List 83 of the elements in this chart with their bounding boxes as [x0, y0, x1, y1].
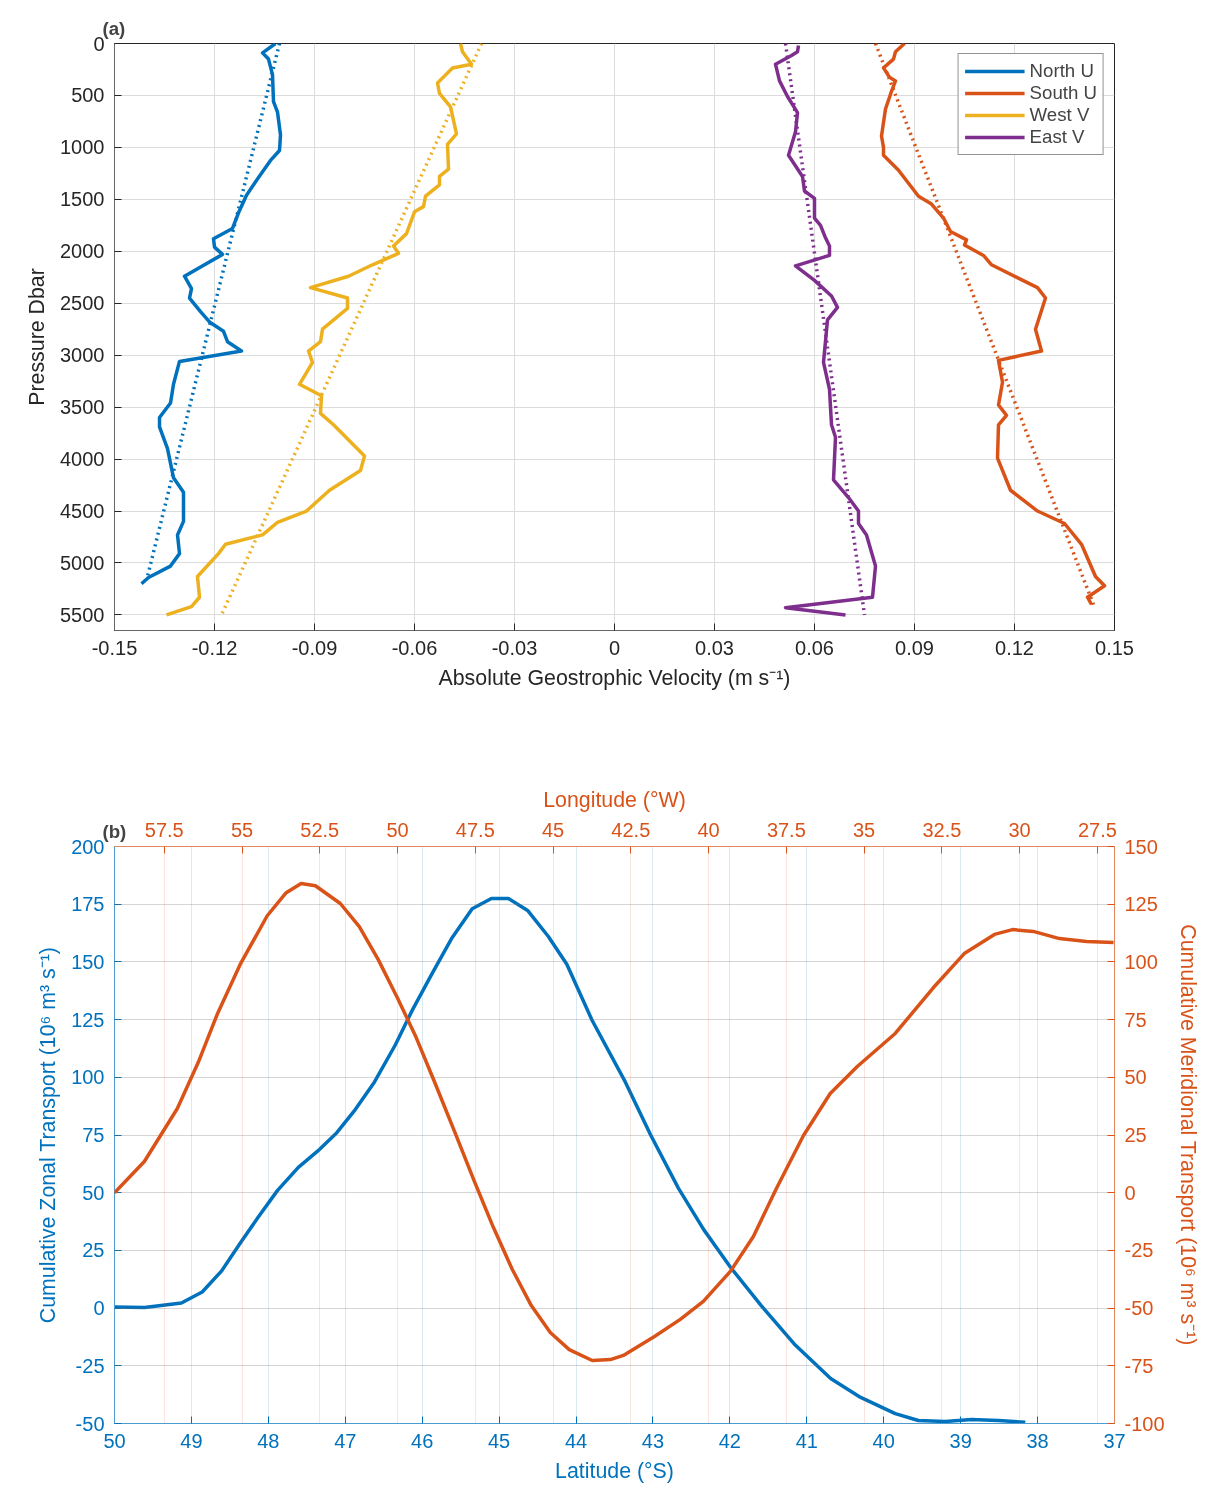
legend-label: South U — [1029, 82, 1097, 104]
y-tick-label: -50 — [1124, 1297, 1154, 1320]
y-tick-label: 75 — [82, 1124, 105, 1146]
y-axis-title: Cumulative Meridional Transport (10⁶ m³ s⁻¹) — [1175, 924, 1200, 1346]
y-tick-label: 4000 — [60, 448, 105, 471]
y-tick-label: 150 — [1124, 835, 1158, 858]
x-tick-label: 40 — [697, 818, 720, 841]
y-tick-label: 0 — [93, 1297, 105, 1320]
y-tick-label: 100 — [71, 1066, 105, 1089]
x-tick-label: 57.5 — [144, 818, 184, 841]
x-tick-label: 35 — [852, 818, 876, 841]
x-tick-label: 41 — [795, 1429, 818, 1452]
x-tick-label: 46 — [411, 1429, 434, 1452]
y-tick-label: 2000 — [60, 240, 105, 263]
x-tick-label: 43 — [641, 1429, 665, 1452]
legend-label: West V — [1029, 104, 1090, 126]
x-tick-label: 0.12 — [995, 636, 1034, 659]
x-tick-label: -0.09 — [291, 636, 338, 659]
y-tick-label: 4500 — [60, 500, 105, 523]
chart-title: (b) — [102, 820, 127, 842]
x-tick-label: 52.5 — [300, 818, 340, 841]
x-tick-label: 49 — [180, 1429, 203, 1452]
y-tick-label: 125 — [1124, 893, 1158, 916]
line-series — [114, 881, 1115, 1363]
x-tick-label: -0.12 — [191, 636, 238, 659]
x-tick-label: 0.09 — [895, 636, 934, 659]
x-tick-label: 50 — [386, 818, 409, 841]
x-tick-label: 48 — [257, 1429, 280, 1452]
x-tick-label: 44 — [564, 1429, 588, 1452]
y-tick-label: 75 — [1124, 1008, 1147, 1031]
x-tick-label: 38 — [1026, 1429, 1049, 1452]
x-tick-label: 45 — [487, 1429, 511, 1452]
y-tick-label: -25 — [75, 1354, 105, 1377]
x-tick-label: 0 — [608, 636, 621, 659]
x-axis-title: Longitude (°W) — [543, 787, 686, 812]
x-tick-label: 39 — [949, 1429, 972, 1452]
y-tick-label: -75 — [1124, 1354, 1154, 1377]
y-tick-label: -25 — [1124, 1239, 1154, 1262]
chart-title: (a) — [102, 17, 126, 39]
y-tick-label: 5000 — [60, 551, 105, 574]
x-tick-label: -0.06 — [391, 636, 438, 659]
x-tick-label: -0.03 — [491, 636, 538, 659]
x-tick-label: 40 — [872, 1429, 895, 1452]
legend-label: North U — [1029, 60, 1094, 82]
legend-label: East V — [1029, 126, 1085, 148]
x-tick-label: 0.06 — [795, 636, 834, 659]
x-tick-label: 32.5 — [922, 818, 962, 841]
y-tick-label: 25 — [1124, 1124, 1147, 1146]
x-tick-label: 47.5 — [455, 818, 495, 841]
x-tick-label: 47 — [334, 1429, 357, 1452]
y-tick-label: 50 — [1124, 1066, 1147, 1089]
y-tick-label: 3000 — [60, 344, 105, 367]
x-tick-label: 45 — [541, 818, 565, 841]
y-tick-label: 3500 — [60, 396, 105, 419]
y-tick-label: 1000 — [60, 136, 105, 159]
y-tick-label: 2500 — [60, 292, 105, 315]
x-tick-label: 55 — [230, 818, 254, 841]
y-tick-label: 500 — [71, 84, 105, 107]
y-tick-label: 175 — [71, 893, 105, 916]
y-axis-title: Cumulative Zonal Transport (10⁶ m³ s⁻¹) — [36, 947, 61, 1324]
y-axis-title: Pressure Dbar — [25, 268, 50, 406]
y-tick-label: -100 — [1124, 1412, 1165, 1435]
x-axis-title: Latitude (°S) — [555, 1458, 674, 1483]
x-tick-label: 42 — [718, 1429, 742, 1452]
x-tick-label: 42.5 — [611, 818, 651, 841]
y-tick-label: 1500 — [60, 188, 105, 211]
x-tick-label: 37 — [1103, 1429, 1126, 1452]
y-tick-label: 0 — [1124, 1181, 1136, 1204]
x-tick-label: 0.03 — [695, 636, 734, 659]
x-axis-title: Absolute Geostrophic Velocity (m s⁻¹) — [438, 665, 791, 690]
x-tick-label: -0.15 — [91, 636, 138, 659]
y-tick-label: 125 — [71, 1008, 105, 1031]
y-tick-label: 100 — [1124, 950, 1158, 973]
x-tick-label: 30 — [1008, 818, 1031, 841]
x-tick-label: 37.5 — [766, 818, 806, 841]
x-tick-label: 0.15 — [1095, 636, 1134, 659]
y-tick-label: 25 — [82, 1239, 105, 1262]
y-tick-label: -50 — [75, 1412, 105, 1435]
y-tick-label: 5500 — [60, 603, 105, 626]
y-tick-label: 150 — [71, 950, 105, 973]
x-tick-label: 27.5 — [1077, 818, 1117, 841]
y-tick-label: 50 — [82, 1181, 105, 1204]
line-series — [773, 43, 878, 617]
